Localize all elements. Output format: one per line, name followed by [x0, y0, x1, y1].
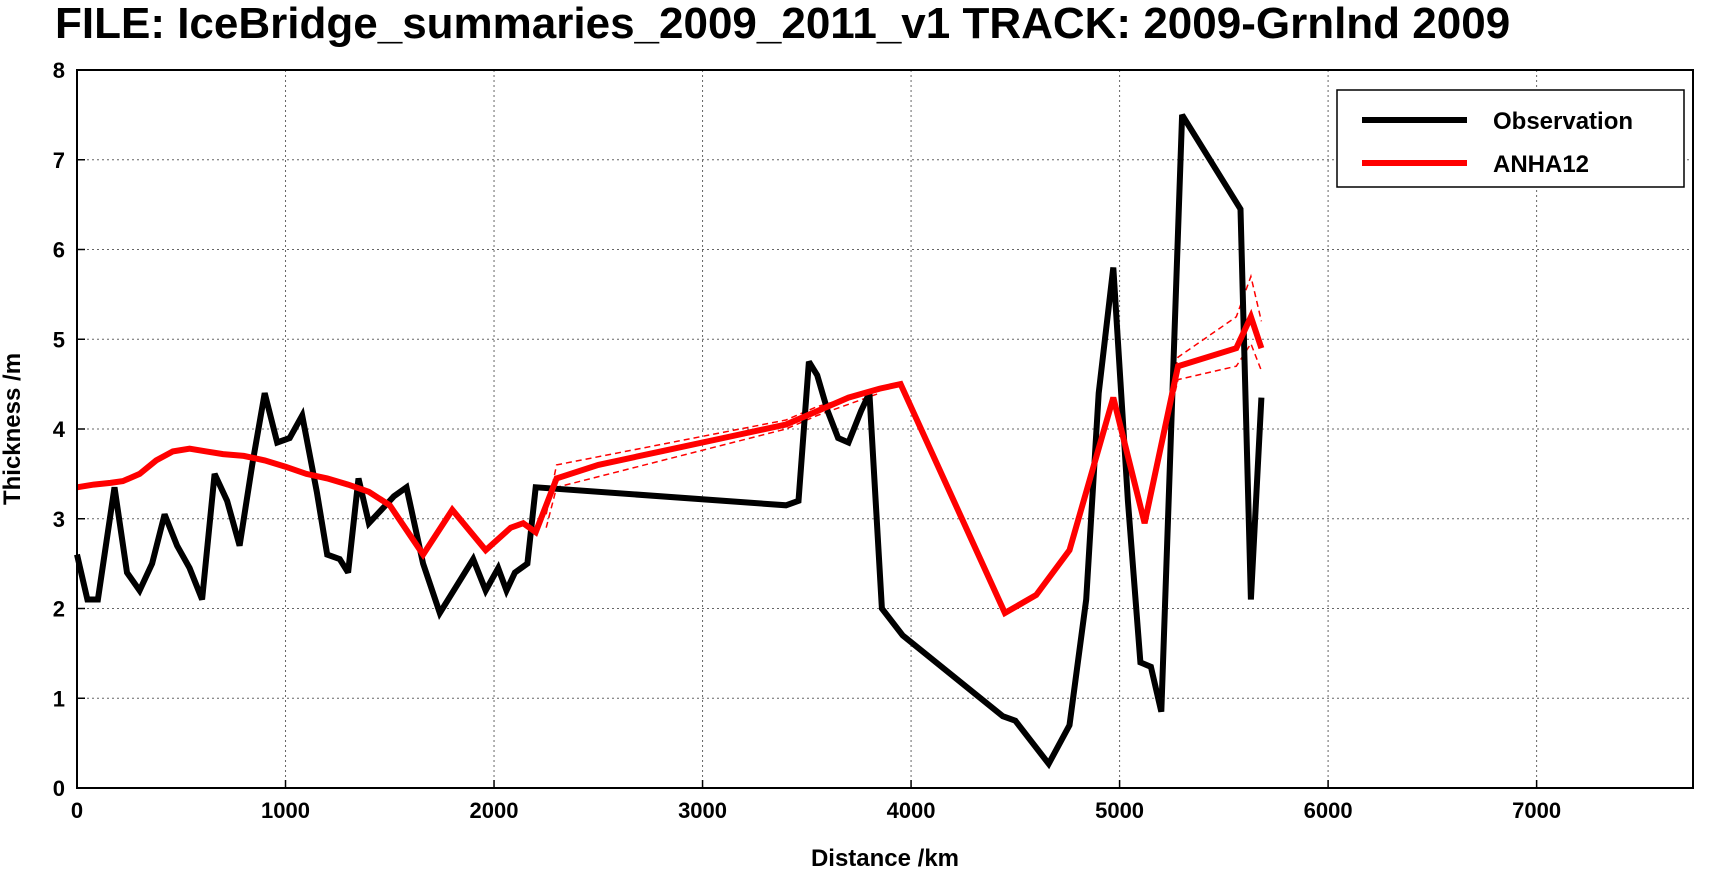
- x-tick-label: 2000: [470, 798, 519, 823]
- legend-entry: ANHA12: [1493, 151, 1589, 178]
- series-line-anha12: [76, 308, 1265, 618]
- ensemble-member-line: [1156, 273, 1263, 457]
- legend-entry: Observation: [1493, 108, 1633, 135]
- legend-box: [1336, 89, 1685, 188]
- x-tick-label: 4000: [887, 798, 936, 823]
- ensemble-member-line: [545, 392, 881, 528]
- y-tick-label: 7: [53, 148, 65, 173]
- y-tick-label: 5: [53, 327, 65, 352]
- y-tick-label: 6: [53, 238, 65, 263]
- x-tick-label: 6000: [1304, 798, 1353, 823]
- x-tick-label: 7000: [1512, 798, 1561, 823]
- x-tick-label: 0: [71, 798, 83, 823]
- x-tick-label: 5000: [1095, 798, 1144, 823]
- y-tick-label: 3: [53, 507, 65, 532]
- y-tick-label: 1: [53, 686, 65, 711]
- x-axis-label: Distance /km: [811, 845, 959, 872]
- y-tick-label: 8: [53, 58, 65, 83]
- tick-labels: 0 1000 2000 3000 4000 5000 6000 7000 0 1 2 3 4 5 6 7 8: [53, 58, 1561, 823]
- y-tick-label: 4: [53, 417, 66, 442]
- series-lines: [74, 113, 1265, 770]
- chart-title: FILE: IceBridge_summaries_2009_2011_v1 T…: [55, 0, 1511, 48]
- legend: Observation ANHA12: [1336, 89, 1685, 188]
- x-tick-label: 3000: [678, 798, 727, 823]
- y-tick-label: 0: [53, 776, 65, 801]
- y-tick-label: 2: [53, 597, 65, 622]
- x-tick-label: 1000: [261, 798, 310, 823]
- series-line-observation: [74, 113, 1265, 770]
- y-axis-label: Thickness /m: [0, 353, 26, 505]
